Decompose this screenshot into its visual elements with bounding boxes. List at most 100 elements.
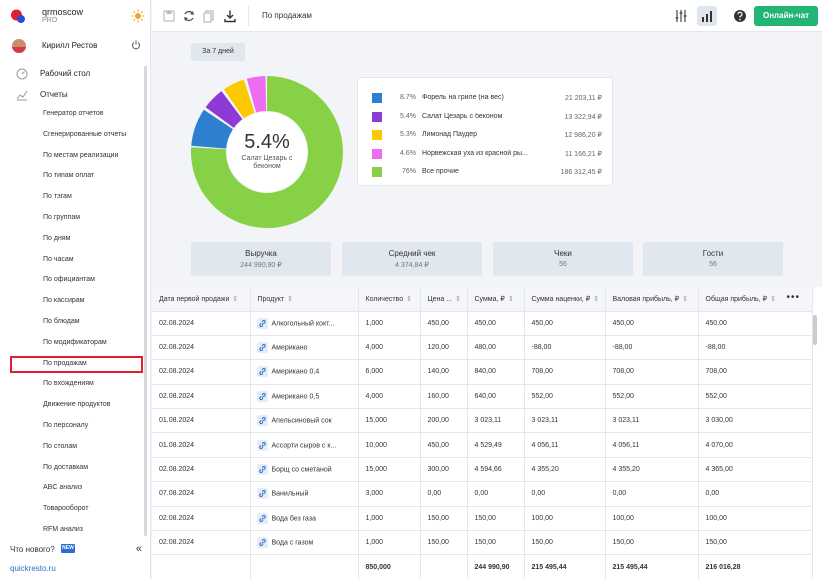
- sidebar-report-item[interactable]: По дням: [10, 231, 143, 248]
- column-header[interactable]: Общая прибыль, ₽ ⇕: [698, 287, 813, 312]
- sort-icon[interactable]: ⇕: [770, 295, 776, 303]
- product-name: Американо 0,4: [271, 368, 320, 376]
- sidebar-report-item[interactable]: По блюдам: [10, 314, 143, 331]
- sidebar-report-item[interactable]: По столам: [10, 439, 143, 456]
- sidebar-report-item[interactable]: По доставкам: [10, 460, 143, 477]
- download-icon[interactable]: [223, 9, 237, 23]
- table-row[interactable]: 02.08.2024 Борщ со сметаной 15,000 300,00 4 …: [152, 457, 813, 483]
- column-header[interactable]: Цена ... ⇕: [420, 287, 468, 312]
- toolbar: По продажам Онлайн-чат: [152, 0, 822, 32]
- sun-icon[interactable]: [131, 9, 145, 23]
- sidebar-report-item[interactable]: По кассирам: [10, 293, 143, 310]
- link-icon[interactable]: [256, 488, 268, 500]
- donut-slice[interactable]: [223, 79, 255, 119]
- table-row[interactable]: 07.08.2024 Ванильный 3,000 0,00 0,00 0,00 0,00…: [152, 481, 813, 507]
- sort-icon[interactable]: ⇕: [507, 295, 514, 303]
- user-profile[interactable]: Кирилл Рестов: [10, 38, 145, 56]
- link-icon[interactable]: [256, 464, 268, 476]
- legend-item[interactable]: 5.4% Салат Цезарь с беконом 13 322,94 ₽: [372, 110, 604, 124]
- column-header[interactable]: Дата первой продажи ⇕: [152, 287, 251, 312]
- table-cell: Борщ со сметаной: [250, 457, 359, 483]
- filter-settings-icon[interactable]: [674, 9, 688, 23]
- nav-dashboard[interactable]: Рабочий стол: [10, 66, 145, 82]
- table-row[interactable]: 02.08.2024 Американо 0,4 6,000 140,00 840,00…: [152, 359, 813, 385]
- legend-item[interactable]: 5.3% Лимонад Паудер 12 986,20 ₽: [372, 128, 604, 142]
- sidebar-report-item[interactable]: По типам оплат: [10, 168, 143, 185]
- whats-new[interactable]: Что нового? NEW «: [10, 543, 145, 557]
- refresh-icon[interactable]: [182, 9, 196, 23]
- sidebar-report-item[interactable]: По часам: [10, 252, 143, 269]
- table-scrollbar[interactable]: [813, 315, 817, 345]
- sidebar-report-item[interactable]: По персоналу: [10, 418, 143, 435]
- sidebar-report-label: По кассирам: [43, 297, 85, 305]
- link-icon[interactable]: [256, 415, 268, 427]
- chart-view-button[interactable]: [697, 6, 717, 26]
- link-icon[interactable]: [256, 512, 268, 524]
- brand[interactable]: qrmoscow PRO: [10, 6, 145, 28]
- sidebar-report-item[interactable]: RFM анализ: [10, 522, 143, 539]
- link-icon[interactable]: [256, 439, 268, 451]
- link-icon[interactable]: [256, 342, 268, 354]
- quickresto-link[interactable]: quickresto.ru: [10, 564, 56, 573]
- online-chat-button[interactable]: Онлайн-чат: [754, 6, 818, 26]
- sidebar-report-item[interactable]: Движение продуктов: [10, 397, 143, 414]
- legend-item[interactable]: 4.6% Норвежская уха из красной ры... 11 16…: [372, 147, 604, 161]
- donut-slice[interactable]: [191, 76, 343, 228]
- link-icon[interactable]: [256, 390, 268, 402]
- table-cell: 15,000: [358, 457, 421, 483]
- sidebar-report-item[interactable]: По местам реализации: [10, 148, 143, 165]
- column-header[interactable]: Сумма, ₽ ⇕: [467, 287, 525, 312]
- column-header-label: Дата первой продажи: [159, 295, 230, 303]
- sort-icon[interactable]: ⇕: [232, 295, 239, 303]
- link-icon[interactable]: [256, 537, 268, 549]
- copy-icon[interactable]: [202, 9, 216, 23]
- legend-item[interactable]: 8.7% Форель на гриле (на вес) 21 203,11 ₽: [372, 91, 604, 105]
- sidebar-report-item[interactable]: Генератор отчетов: [10, 106, 143, 123]
- table-cell: 150,00: [467, 530, 525, 556]
- table-row[interactable]: 01.08.2024 Апельсиновый сок 15,000 200,00 3 …: [152, 408, 813, 434]
- sidebar-report-item[interactable]: По продажам: [10, 355, 143, 373]
- column-header[interactable]: Валовая прибыль, ₽ ⇕: [605, 287, 699, 312]
- table-cell: 450,00: [605, 311, 699, 336]
- link-icon[interactable]: [256, 366, 268, 378]
- sort-icon[interactable]: ⇕: [287, 295, 293, 303]
- sort-icon[interactable]: ⇕: [593, 295, 600, 303]
- sidebar-report-item[interactable]: Сгенерированные отчеты: [10, 127, 143, 144]
- table-row[interactable]: 02.08.2024 Вода с газом 1,000 150,00 150,00 1…: [152, 530, 813, 556]
- column-header[interactable]: Продукт ⇕: [250, 287, 359, 312]
- sidebar-report-item[interactable]: Товарооборот: [10, 501, 143, 518]
- save-icon[interactable]: [162, 9, 176, 23]
- donut-slice[interactable]: [205, 91, 243, 128]
- table-row[interactable]: 02.08.2024 Вода без газа 1,000 150,00 150,00…: [152, 506, 813, 532]
- link-icon[interactable]: [256, 317, 268, 329]
- sidebar-report-item[interactable]: ABC анализ: [10, 480, 143, 497]
- donut-slice[interactable]: [191, 109, 233, 149]
- legend-item[interactable]: 76% Все прочие 186 312,45 ₽: [372, 165, 604, 179]
- sort-icon[interactable]: ⇕: [682, 295, 688, 303]
- table-cell: 450,00: [420, 311, 468, 336]
- more-options-icon[interactable]: •••: [786, 292, 800, 303]
- donut-chart[interactable]: [191, 76, 343, 228]
- table-row[interactable]: 02.08.2024 Алкогольный кокт... 1,000 450,00…: [152, 311, 813, 336]
- sidebar-report-item[interactable]: По модификаторам: [10, 335, 143, 352]
- sidebar-report-item[interactable]: По группам: [10, 210, 143, 227]
- period-selector[interactable]: За 7 дней: [191, 43, 245, 61]
- sidebar-report-item[interactable]: По тэгам: [10, 189, 143, 206]
- collapse-sidebar-icon[interactable]: «: [135, 543, 142, 555]
- sort-icon[interactable]: ⇕: [455, 295, 461, 303]
- donut-slice[interactable]: [246, 76, 267, 113]
- column-header[interactable]: Сумма наценки, ₽ ⇕: [524, 287, 606, 312]
- table-row[interactable]: 01.08.2024 Ассорти сыров с к... 10,000 450,…: [152, 432, 813, 458]
- column-header[interactable]: Количество ⇕: [358, 287, 421, 312]
- legend-name: Форель на гриле (на вес): [422, 94, 504, 101]
- logout-icon[interactable]: [131, 40, 141, 50]
- sidebar-report-item[interactable]: По официантам: [10, 272, 143, 289]
- nav-reports[interactable]: Отчеты: [10, 87, 145, 103]
- sidebar-scrollbar[interactable]: [144, 66, 147, 536]
- table-row[interactable]: 02.08.2024 Американо 4,000 120,00 480,00 -88,…: [152, 335, 813, 361]
- help-icon[interactable]: [733, 9, 747, 23]
- sidebar-report-item[interactable]: По вхождениям: [10, 376, 143, 393]
- table-row[interactable]: 02.08.2024 Американо 0,5 4,000 160,00 640,00…: [152, 384, 813, 410]
- brand-name: qrmoscow: [42, 7, 84, 17]
- sort-icon[interactable]: ⇕: [406, 295, 412, 303]
